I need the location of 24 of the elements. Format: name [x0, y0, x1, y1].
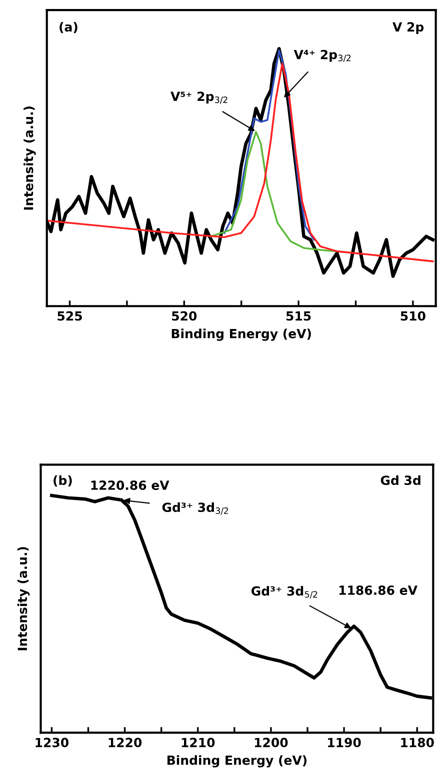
x-tick-label: 1220 [108, 738, 142, 748]
x-tick-label: 1230 [36, 738, 68, 748]
x-tick-label: 1190 [328, 738, 361, 748]
x-tick-label: 510 [400, 311, 426, 321]
x-tick-label: 1200 [254, 738, 288, 748]
annotation: V⁴⁺ 2p$_{3/2}$ [294, 50, 351, 62]
x-axis-title: Binding Energy (eV) [172, 328, 311, 341]
x-tick-label: 520 [172, 311, 197, 321]
text: Gd 3d [380, 475, 420, 486]
y-axis-title: Intensity (a.u.) [17, 547, 30, 650]
text: V 2p [392, 22, 424, 34]
x-tick-label: 525 [58, 311, 82, 321]
x-axis-title: Binding Energy (eV) [167, 755, 307, 768]
annotation: V⁵⁺ 2p$_{3/2}$ [170, 92, 228, 104]
x-tick-label: 515 [286, 311, 311, 321]
x-tick-label: 1180 [401, 738, 434, 748]
y-axis-title: Intensity (a.u.) [24, 106, 36, 210]
annotation: 1186.86 eV [339, 585, 418, 595]
text: (a) [60, 22, 78, 34]
x-tick-label: 1210 [182, 738, 215, 748]
annotation: Gd³⁺ 3d$_{3/2}$ [162, 502, 228, 515]
annotation: Gd³⁺ 3d$_{5/2}$ [251, 586, 318, 598]
text: (b) [54, 475, 72, 487]
annotation: 1220.86 eV [91, 480, 170, 490]
